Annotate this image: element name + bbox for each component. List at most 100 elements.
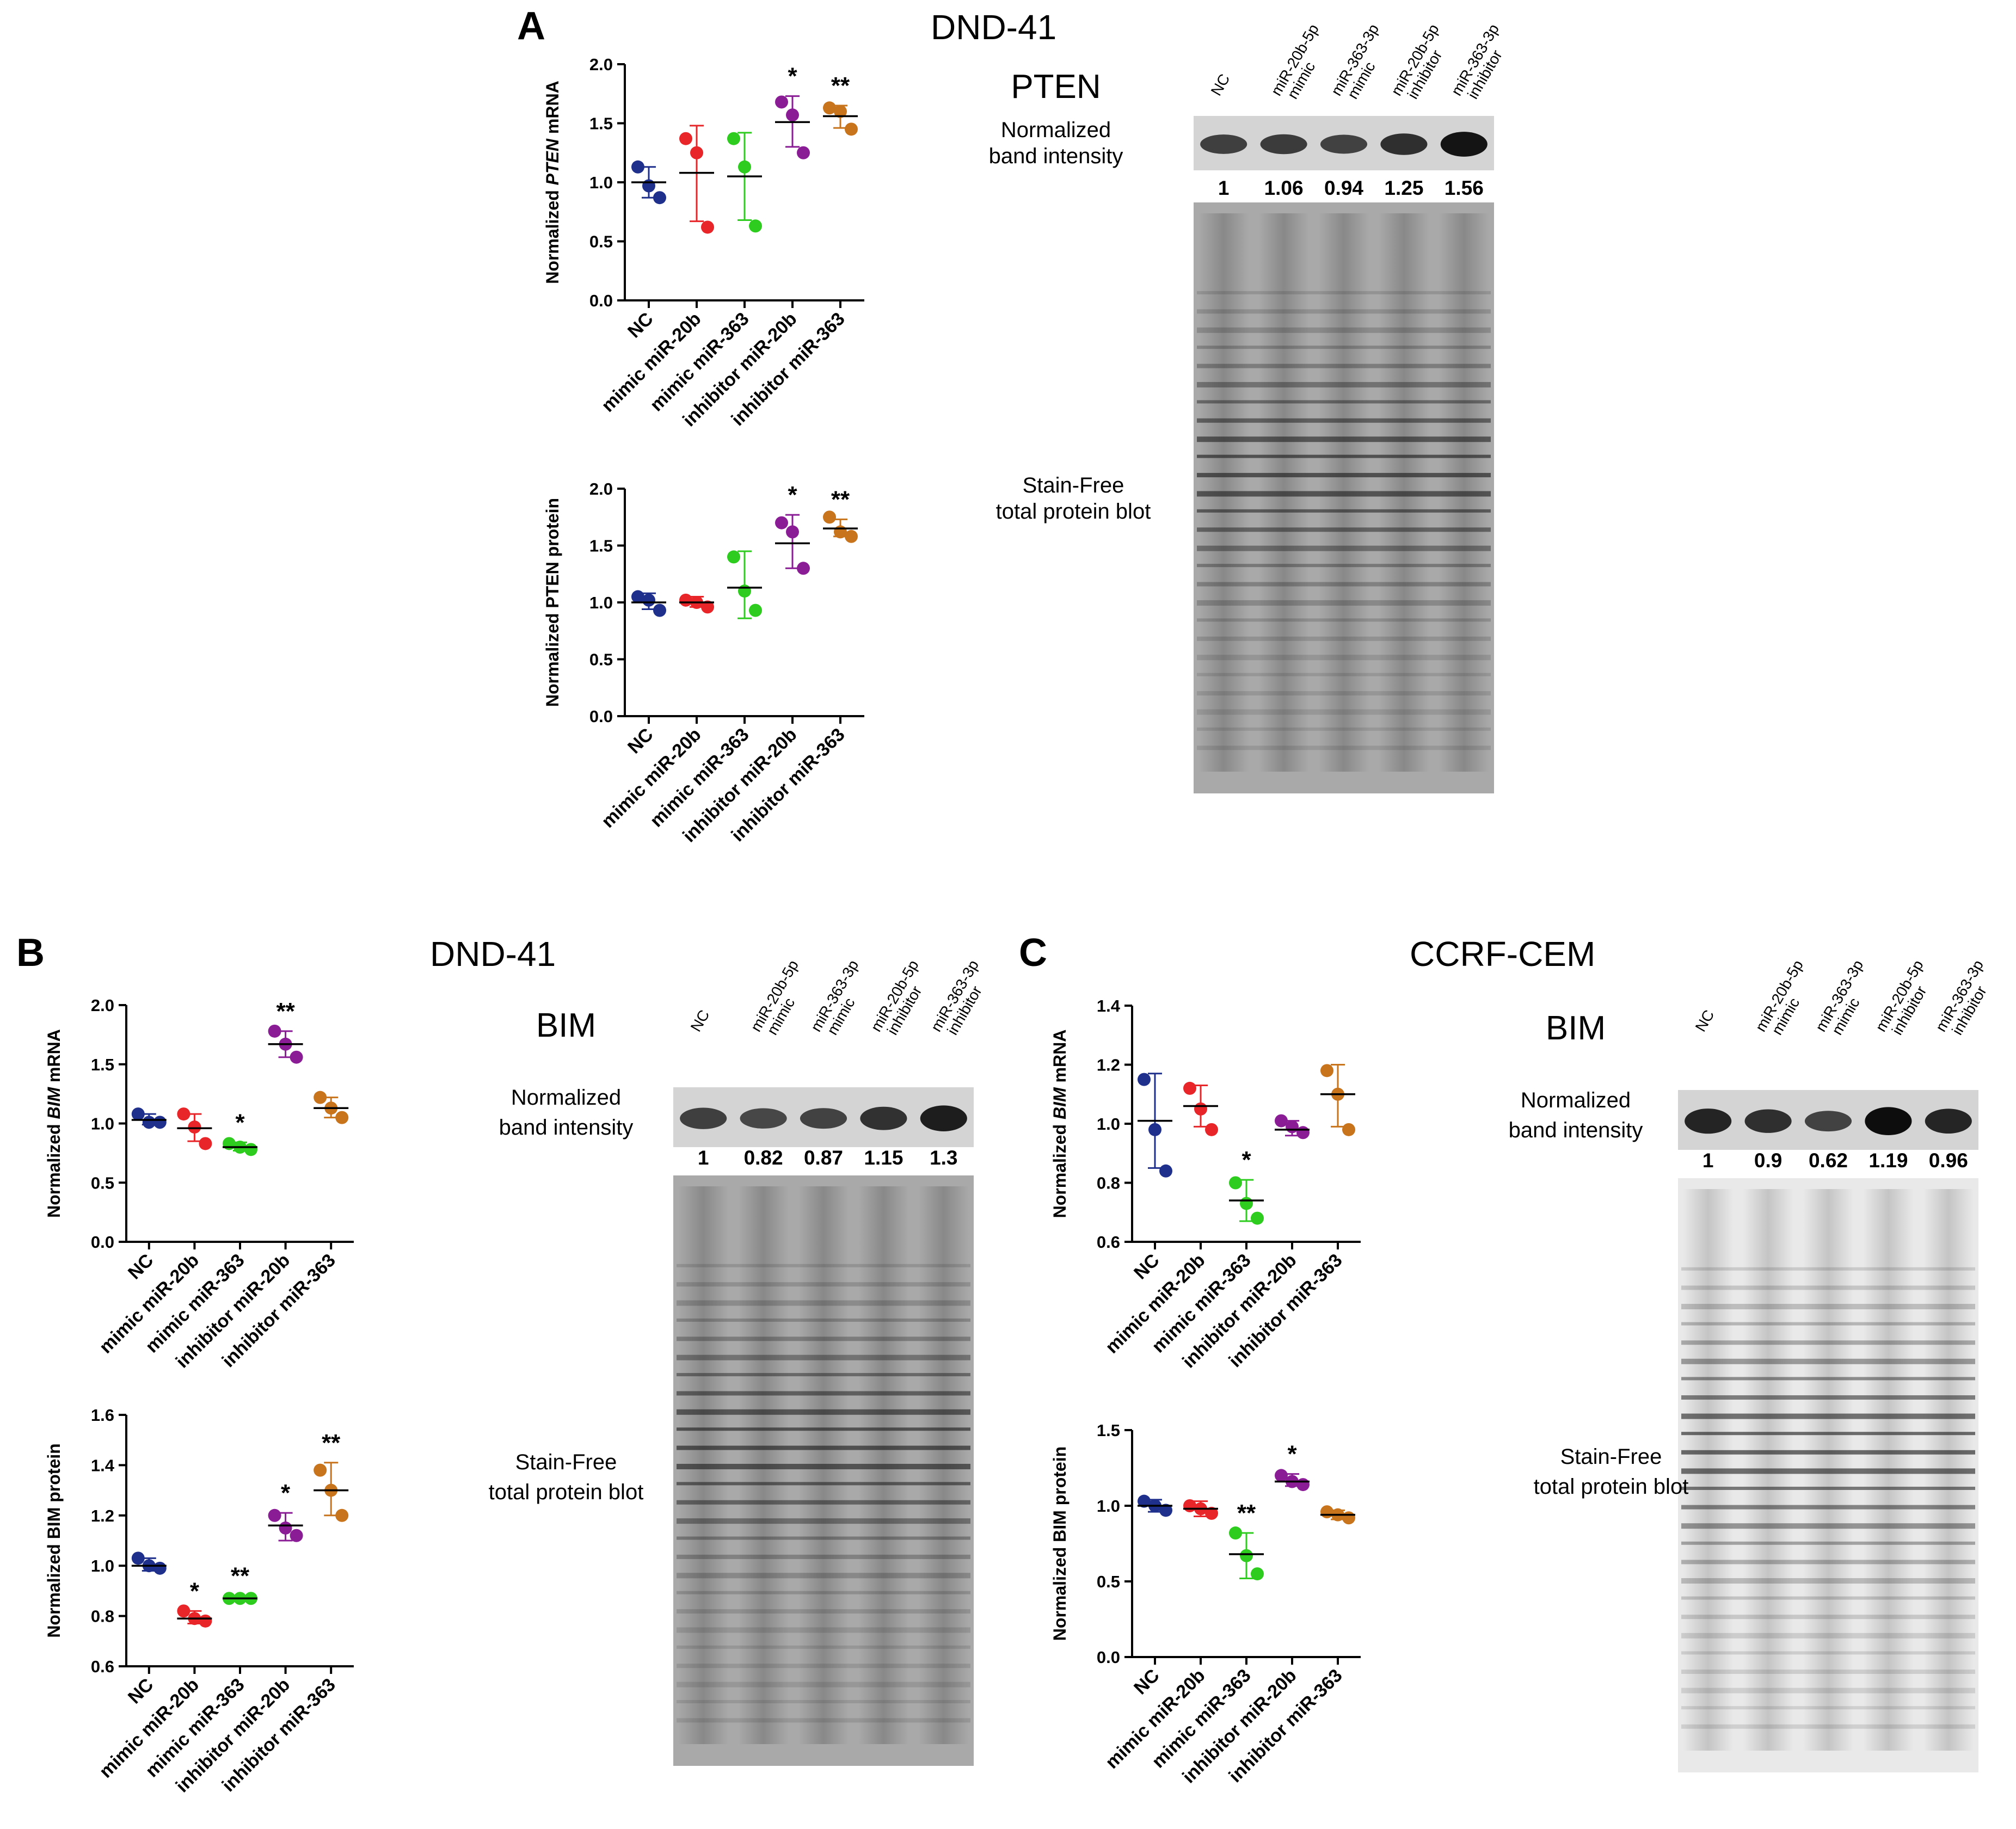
data-point bbox=[727, 132, 740, 145]
data-point bbox=[188, 1120, 201, 1134]
chart-b-bim-protein: 0.6 0.8 1.0 1.2 1.4 1.6 Normalized BIM protein… bbox=[44, 1406, 354, 1796]
data-point bbox=[1251, 1567, 1264, 1581]
protein-band bbox=[1865, 1107, 1912, 1136]
data-point bbox=[631, 160, 644, 174]
gel-band-texture bbox=[1197, 418, 1491, 423]
data-point bbox=[177, 1107, 190, 1121]
y-axis-label-part: Normalized BIM protein bbox=[44, 1443, 64, 1637]
y-tick-label: 0.8 bbox=[1097, 1174, 1120, 1193]
protein-band bbox=[1804, 1111, 1852, 1132]
gel-band-texture bbox=[677, 1536, 970, 1540]
x-tick-label: NC bbox=[1130, 1665, 1164, 1699]
data-point bbox=[679, 593, 692, 607]
band-intensity-value: 1 bbox=[1702, 1149, 1714, 1172]
stain-free-label: Stain-Free bbox=[1560, 1445, 1662, 1469]
data-point bbox=[1275, 1469, 1288, 1482]
protein-band bbox=[860, 1106, 907, 1130]
protein-band bbox=[680, 1107, 727, 1129]
data-point bbox=[199, 1137, 212, 1150]
protein-band bbox=[1685, 1109, 1732, 1134]
band-intensity-value: 0.62 bbox=[1809, 1149, 1848, 1172]
data-point bbox=[1194, 1102, 1207, 1116]
gel-band-texture bbox=[677, 1554, 970, 1559]
data-point bbox=[199, 1614, 212, 1628]
x-tick-label: NC bbox=[624, 309, 657, 342]
lane-label: NC bbox=[1208, 71, 1233, 98]
band-intensity-label: band intensity bbox=[989, 144, 1123, 168]
significance-marker: * bbox=[281, 1480, 291, 1506]
y-tick-label: 0.0 bbox=[1097, 1648, 1120, 1667]
data-point bbox=[335, 1508, 349, 1522]
panel-a-letter: A bbox=[517, 4, 545, 48]
band-intensity-label: band intensity bbox=[1509, 1118, 1643, 1142]
chart-a-pten-protein: 0.0 0.5 1.0 1.5 2.0 Normalized PTEN protein NC… bbox=[543, 479, 864, 846]
gel-band-texture bbox=[677, 1373, 970, 1377]
gel-band-texture bbox=[1681, 1578, 1975, 1584]
panel-c-letter: C bbox=[1019, 931, 1047, 975]
data-point bbox=[1275, 1114, 1288, 1128]
gel-band-texture bbox=[1197, 509, 1491, 513]
significance-marker: * bbox=[235, 1109, 245, 1136]
y-tick-label: 1.2 bbox=[91, 1506, 114, 1525]
gel-band-texture bbox=[677, 1718, 970, 1723]
y-tick-label: 1.5 bbox=[589, 114, 613, 133]
gel-band-texture bbox=[677, 1699, 970, 1703]
y-tick-label: 1.0 bbox=[1097, 1497, 1120, 1516]
y-axis-label: Normalized BIM protein bbox=[44, 1443, 64, 1637]
y-tick-label: 1.0 bbox=[91, 1114, 114, 1134]
y-axis-label: Normalized BIM mRNA bbox=[44, 1029, 64, 1218]
y-axis-label-part: Normalized PTEN protein bbox=[543, 498, 562, 707]
lane-label: NC bbox=[1692, 1007, 1718, 1034]
x-tick-label: NC bbox=[1130, 1250, 1164, 1284]
data-point bbox=[738, 584, 751, 598]
gel-band-texture bbox=[1681, 1340, 1975, 1345]
normalized-label: Normalized bbox=[511, 1086, 621, 1110]
gel-band-texture bbox=[1681, 1688, 1975, 1693]
y-tick-label: 0.0 bbox=[91, 1233, 114, 1252]
protein-band bbox=[800, 1108, 847, 1129]
data-point bbox=[749, 603, 762, 617]
data-point bbox=[314, 1091, 327, 1104]
gel-band-texture bbox=[677, 1500, 970, 1505]
data-point bbox=[845, 122, 858, 136]
gel-band-texture bbox=[1197, 436, 1491, 442]
significance-marker: ** bbox=[831, 72, 850, 99]
gel-band-texture bbox=[1197, 364, 1491, 368]
data-point bbox=[1148, 1123, 1161, 1136]
gel-band-texture bbox=[1197, 327, 1491, 333]
blot-protein-name: BIM bbox=[536, 1007, 596, 1044]
band-intensity-value: 0.94 bbox=[1324, 177, 1363, 199]
data-point bbox=[177, 1604, 190, 1618]
data-point bbox=[1296, 1478, 1310, 1492]
normalized-label: Normalized bbox=[1521, 1088, 1631, 1112]
data-point bbox=[775, 516, 788, 529]
total-protein-label: total protein blot bbox=[1534, 1475, 1689, 1499]
y-tick-label: 0.5 bbox=[589, 232, 613, 251]
gel-band-texture bbox=[1681, 1651, 1975, 1655]
y-tick-label: 0.0 bbox=[589, 707, 613, 726]
y-axis-label-gene: BIM bbox=[44, 1086, 64, 1119]
gel-band-texture bbox=[1197, 454, 1491, 458]
significance-marker: ** bbox=[831, 486, 850, 513]
gel-band-texture bbox=[677, 1337, 970, 1341]
data-point bbox=[335, 1111, 349, 1124]
y-tick-label: 0.5 bbox=[589, 650, 613, 669]
y-tick-label: 0.5 bbox=[91, 1173, 114, 1192]
y-tick-label: 1.4 bbox=[91, 1456, 115, 1475]
gel-band-texture bbox=[677, 1264, 970, 1267]
gel-band-texture bbox=[1197, 582, 1491, 587]
data-point bbox=[1240, 1549, 1253, 1562]
data-point bbox=[823, 510, 836, 524]
y-axis-label-part: mRNA bbox=[1050, 1030, 1070, 1088]
gel-band-texture bbox=[1197, 491, 1491, 497]
data-point bbox=[679, 132, 692, 145]
gel-band-texture bbox=[1681, 1267, 1975, 1271]
gel-band-texture bbox=[677, 1664, 970, 1668]
panel-c-cell-line: CCRF-CEM bbox=[1410, 934, 1595, 974]
data-point bbox=[1342, 1123, 1355, 1136]
significance-marker: ** bbox=[231, 1563, 250, 1590]
